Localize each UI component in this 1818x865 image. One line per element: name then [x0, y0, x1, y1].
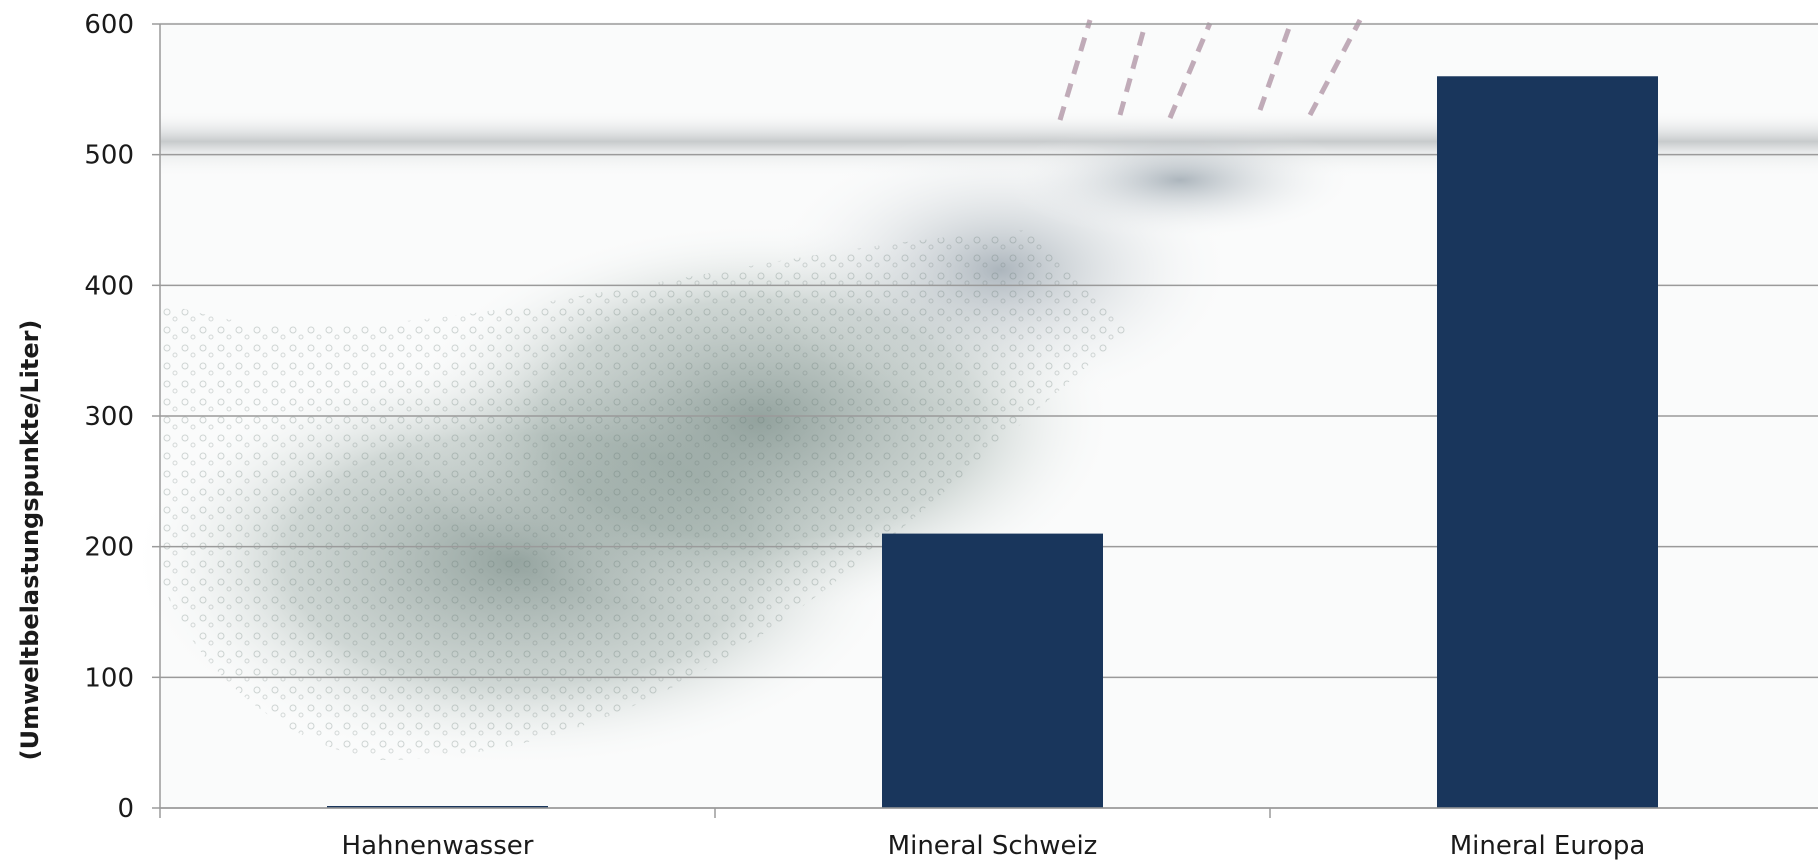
x-category-label: Mineral Schweiz	[888, 831, 1098, 861]
x-axis	[159, 807, 1818, 818]
x-category-label: Hahnenwasser	[342, 831, 534, 861]
y-tick-label: 0	[117, 794, 134, 824]
y-tick-label: 600	[84, 10, 134, 40]
y-axis-title: (Umweltbelastungspunkte/Liter)	[16, 320, 44, 761]
bar-mineral-europa	[1437, 76, 1658, 809]
bar-hahnenwasser	[327, 806, 548, 808]
y-tick-label: 100	[84, 663, 134, 693]
y-tick-label: 300	[84, 402, 134, 432]
y-tick-label: 400	[84, 271, 134, 301]
y-tick-label: 200	[84, 533, 134, 563]
y-tick-label: 500	[84, 141, 134, 171]
x-axis-labels: Hahnenwasser Mineral Schweiz Mineral Europ…	[342, 831, 1646, 861]
bar-mineral-schweiz	[882, 533, 1103, 808]
y-axis-ticks: 0 100 200 300 400 500 600	[84, 10, 161, 824]
x-category-label: Mineral Europa	[1450, 831, 1646, 861]
bars	[327, 76, 1658, 809]
